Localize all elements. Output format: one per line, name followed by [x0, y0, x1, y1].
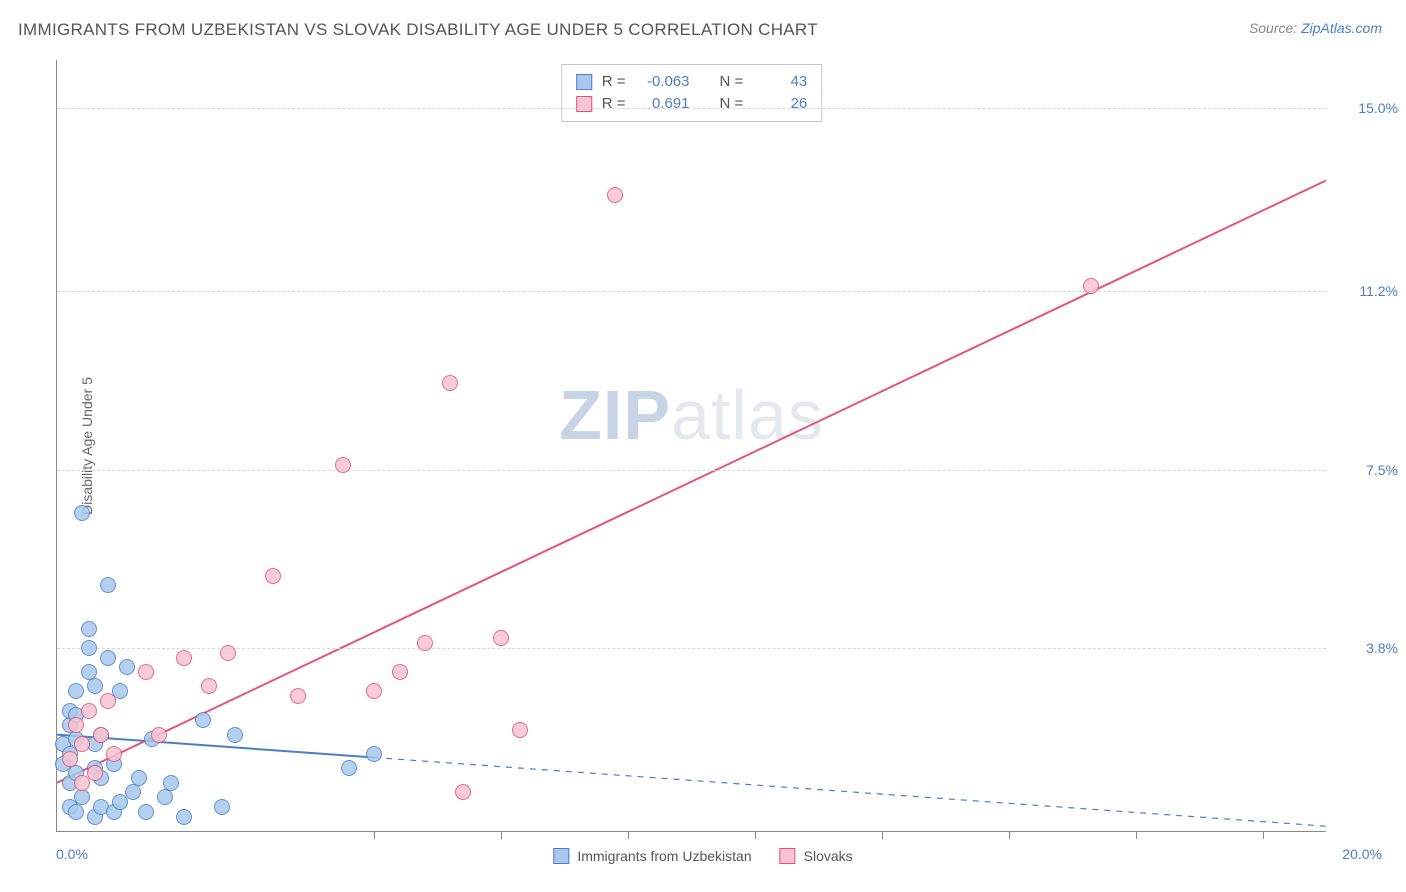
data-point — [62, 751, 78, 767]
data-point — [366, 746, 382, 762]
stat-r-value: -0.063 — [636, 71, 690, 93]
data-point — [341, 760, 357, 776]
x-tick — [755, 831, 756, 839]
legend-swatch — [553, 848, 569, 864]
watermark: ZIPatlas — [559, 375, 824, 455]
gridline — [57, 648, 1326, 649]
legend-stat-row: R = 0.691 N = 26 — [576, 93, 808, 115]
data-point — [176, 809, 192, 825]
data-point — [93, 727, 109, 743]
stat-n-value: 26 — [753, 93, 807, 115]
correlation-legend: R = -0.063 N = 43 R = 0.691 N = 26 — [561, 64, 823, 122]
data-point — [366, 683, 382, 699]
data-point — [151, 727, 167, 743]
legend-swatch — [576, 74, 592, 90]
y-tick-label: 11.2% — [1359, 283, 1398, 299]
gridline — [57, 470, 1326, 471]
x-tick — [1136, 831, 1137, 839]
data-point — [493, 630, 509, 646]
data-point — [512, 722, 528, 738]
data-point — [81, 703, 97, 719]
source-link[interactable]: ZipAtlas.com — [1301, 20, 1382, 36]
source-prefix: Source: — [1249, 20, 1301, 36]
data-point — [81, 640, 97, 656]
data-point — [74, 789, 90, 805]
stat-n-value: 43 — [753, 71, 807, 93]
x-max-label: 20.0% — [1342, 846, 1382, 862]
data-point — [125, 784, 141, 800]
legend-item: Slovaks — [780, 848, 853, 864]
legend-stat-row: R = -0.063 N = 43 — [576, 71, 808, 93]
legend-label: Immigrants from Uzbekistan — [577, 848, 751, 864]
y-tick-label: 3.8% — [1366, 640, 1398, 656]
stat-n-label: N = — [720, 71, 744, 93]
data-point — [138, 804, 154, 820]
data-point — [81, 621, 97, 637]
data-point — [87, 765, 103, 781]
data-point — [227, 727, 243, 743]
data-point — [100, 577, 116, 593]
x-tick — [1009, 831, 1010, 839]
x-tick — [628, 831, 629, 839]
source-credit: Source: ZipAtlas.com — [1249, 20, 1382, 36]
x-tick — [1263, 831, 1264, 839]
data-point — [119, 659, 135, 675]
data-point — [265, 568, 281, 584]
data-point — [163, 775, 179, 791]
legend-swatch — [576, 96, 592, 112]
legend-swatch — [780, 848, 796, 864]
data-point — [138, 664, 154, 680]
data-point — [68, 717, 84, 733]
x-tick — [882, 831, 883, 839]
legend-item: Immigrants from Uzbekistan — [553, 848, 751, 864]
y-tick-label: 7.5% — [1366, 462, 1398, 478]
watermark-atlas: atlas — [671, 376, 824, 454]
data-point — [1083, 278, 1099, 294]
data-point — [74, 505, 90, 521]
data-point — [417, 635, 433, 651]
data-point — [100, 650, 116, 666]
data-point — [195, 712, 211, 728]
stat-r-label: R = — [602, 93, 626, 115]
gridline — [57, 108, 1326, 109]
x-tick — [501, 831, 502, 839]
plot-area: ZIPatlas R =-0.063N =43R =0.691N =26 3.8… — [56, 60, 1326, 832]
data-point — [68, 804, 84, 820]
trend-lines — [57, 60, 1326, 831]
stat-n-label: N = — [720, 93, 744, 115]
series-legend: Immigrants from Uzbekistan Slovaks — [553, 848, 852, 864]
data-point — [220, 645, 236, 661]
legend-label: Slovaks — [804, 848, 853, 864]
data-point — [290, 688, 306, 704]
watermark-zip: ZIP — [559, 376, 671, 454]
stat-r-value: 0.691 — [636, 93, 690, 115]
data-point — [455, 784, 471, 800]
data-point — [100, 693, 116, 709]
data-point — [157, 789, 173, 805]
data-point — [335, 457, 351, 473]
x-origin-label: 0.0% — [56, 846, 88, 862]
data-point — [68, 683, 84, 699]
data-point — [106, 746, 122, 762]
stat-r-label: R = — [602, 71, 626, 93]
gridline — [57, 291, 1326, 292]
data-point — [131, 770, 147, 786]
data-point — [607, 187, 623, 203]
data-point — [87, 678, 103, 694]
data-point — [442, 375, 458, 391]
chart-title: IMMIGRANTS FROM UZBEKISTAN VS SLOVAK DIS… — [18, 20, 818, 40]
x-tick — [374, 831, 375, 839]
y-tick-label: 15.0% — [1358, 100, 1398, 116]
data-point — [74, 736, 90, 752]
data-point — [201, 678, 217, 694]
data-point — [392, 664, 408, 680]
data-point — [176, 650, 192, 666]
data-point — [214, 799, 230, 815]
